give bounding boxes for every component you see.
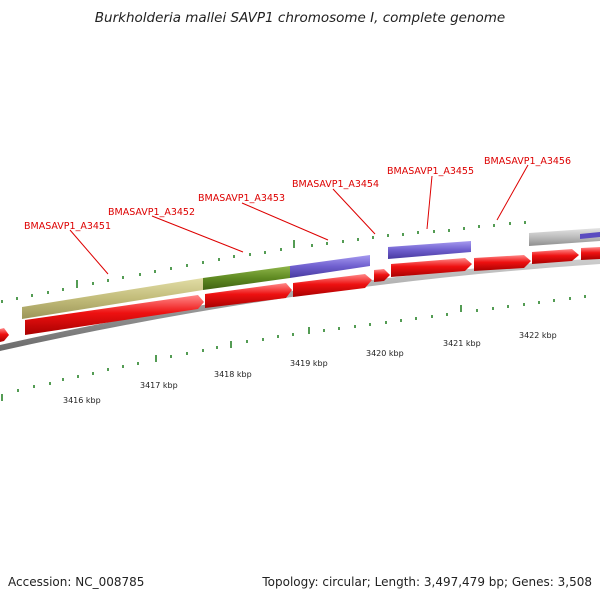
cds-arrow-next[interactable] xyxy=(532,249,579,264)
gene-label-a3456[interactable]: BMASAVP1_A3456 xyxy=(484,156,571,167)
scale-label-3417: 3417 kbp xyxy=(140,381,178,390)
gene-label-a3453[interactable]: BMASAVP1_A3453 xyxy=(198,193,285,204)
gene-label-a3452[interactable]: BMASAVP1_A3452 xyxy=(108,207,195,218)
cds-arrow-edge[interactable] xyxy=(581,247,600,260)
chromosome-backbone xyxy=(0,258,600,351)
scale-label-3421: 3421 kbp xyxy=(443,339,481,348)
cds-arrow-partial[interactable] xyxy=(0,328,9,342)
gene-label-a3454[interactable]: BMASAVP1_A3454 xyxy=(292,179,379,190)
scale-label-3416: 3416 kbp xyxy=(63,396,101,405)
label-leader-lines xyxy=(69,164,529,275)
gene-label-a3455[interactable]: BMASAVP1_A3455 xyxy=(387,166,474,177)
feature-bar-olive[interactable] xyxy=(203,266,290,290)
scale-label-3422: 3422 kbp xyxy=(519,331,557,340)
feature-bar-purple-2[interactable] xyxy=(388,241,471,259)
genome-summary-text: Topology: circular; Length: 3,497,479 bp… xyxy=(262,575,592,589)
feature-bar-grey[interactable] xyxy=(529,228,600,246)
upper-tick-row xyxy=(1,221,526,303)
scale-label-3420: 3420 kbp xyxy=(366,349,404,358)
cds-arrow-a3452[interactable] xyxy=(205,283,292,308)
feature-bar-purple-edge[interactable] xyxy=(580,232,600,239)
scale-label-3419: 3419 kbp xyxy=(290,359,328,368)
feature-bar-purple-1[interactable] xyxy=(290,255,370,278)
map-title: Burkholderia mallei SAVP1 chromosome I, … xyxy=(94,10,506,26)
cds-arrow-a3454[interactable] xyxy=(374,269,390,282)
accession-text: Accession: NC_008785 xyxy=(8,575,145,589)
cds-arrow-a3451[interactable] xyxy=(25,295,204,335)
feature-bar-khaki[interactable] xyxy=(22,278,203,319)
cds-arrow-a3453[interactable] xyxy=(293,274,372,297)
lower-tick-row xyxy=(1,295,586,401)
gene-label-a3451[interactable]: BMASAVP1_A3451 xyxy=(24,221,111,232)
cds-arrow-a3455[interactable] xyxy=(391,258,472,277)
cds-arrow-a3456[interactable] xyxy=(474,255,531,271)
scale-label-3418: 3418 kbp xyxy=(214,370,252,379)
